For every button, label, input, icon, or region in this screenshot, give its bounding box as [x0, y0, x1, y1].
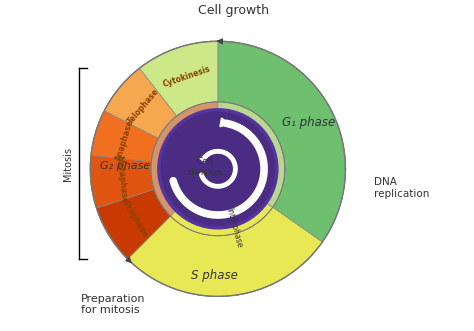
Circle shape	[159, 110, 277, 228]
Wedge shape	[104, 68, 177, 138]
Wedge shape	[151, 102, 285, 216]
Text: Prophase: Prophase	[120, 199, 149, 239]
Text: Metaphase: Metaphase	[114, 155, 128, 203]
Text: Mitosis: Mitosis	[63, 147, 73, 181]
Text: Cell
division: Cell division	[188, 157, 223, 177]
Text: Preparation
for mitosis: Preparation for mitosis	[81, 294, 145, 315]
Wedge shape	[91, 111, 158, 162]
Text: Interphase: Interphase	[224, 206, 243, 248]
Wedge shape	[108, 202, 322, 296]
Text: Cell growth: Cell growth	[198, 4, 269, 17]
Text: Cytokinesis: Cytokinesis	[161, 65, 211, 89]
Wedge shape	[218, 41, 346, 242]
Text: Anaphase: Anaphase	[114, 119, 136, 162]
Wedge shape	[91, 96, 163, 233]
Wedge shape	[218, 102, 285, 207]
Wedge shape	[97, 190, 171, 259]
Text: G₂ phase: G₂ phase	[100, 161, 151, 170]
Circle shape	[91, 41, 346, 296]
Text: Telophase: Telophase	[126, 87, 161, 126]
Text: G₁ phase: G₁ phase	[282, 116, 336, 129]
Text: S phase: S phase	[191, 269, 237, 282]
Wedge shape	[139, 41, 218, 116]
Wedge shape	[91, 156, 154, 208]
Circle shape	[191, 142, 245, 196]
Text: DNA
replication: DNA replication	[374, 177, 429, 199]
